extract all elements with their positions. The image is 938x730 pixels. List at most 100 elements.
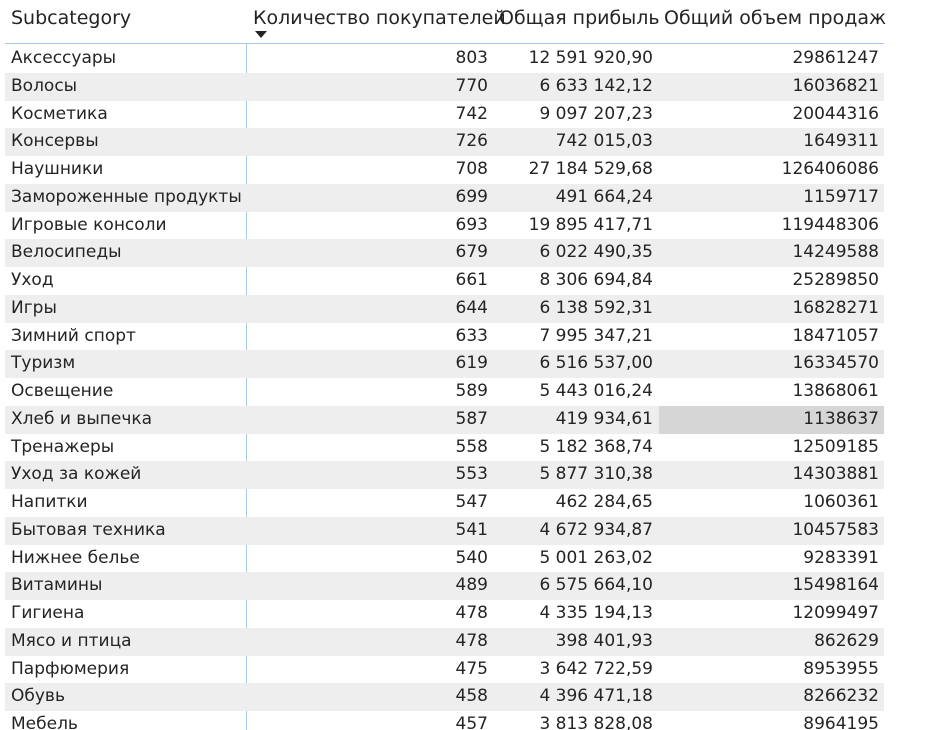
cell-profit: 6 138 592,31 (539, 297, 653, 318)
cell-buyers: 679 (455, 242, 488, 263)
table-row[interactable]: Витамины 489 6 575 664,10 15498164 (5, 572, 884, 600)
table-row[interactable]: Освещение 589 5 443 016,24 13868061 (5, 378, 884, 406)
cell-profit: 5 182 368,74 (539, 436, 653, 457)
cell-sales: 12099497 (792, 603, 879, 623)
cell-subcategory: Аксессуары (11, 48, 117, 68)
cell-subcategory: Игровые консоли (11, 214, 167, 235)
cell-buyers: 803 (455, 48, 488, 68)
cell-buyers: 458 (455, 686, 488, 707)
table-row[interactable]: Косметика 742 9 097 207,23 20044316 (5, 101, 884, 129)
cell-sales: 862629 (814, 630, 879, 651)
table-row[interactable]: Тренажеры 558 5 182 368,74 12509185 (5, 434, 884, 462)
table-row[interactable]: Наушники 708 27 184 529,68 126406086 (5, 156, 884, 184)
cell-buyers: 587 (455, 408, 488, 429)
table-row[interactable]: Туризм 619 6 516 537,00 16334570 (5, 350, 884, 378)
cell-buyers: 547 (455, 492, 488, 512)
cell-profit: 3 642 722,59 (539, 658, 653, 679)
cell-buyers: 726 (455, 131, 488, 152)
cell-buyers: 693 (455, 214, 488, 235)
cell-sales: 8266232 (803, 686, 879, 707)
cell-subcategory: Зимний спорт (11, 325, 136, 346)
cell-profit: 4 335 194,13 (539, 603, 653, 623)
cell-sales: 16828271 (792, 297, 879, 318)
table-row[interactable]: Бытовая техника 541 4 672 934,87 10457583 (5, 516, 884, 545)
sort-descending-icon[interactable] (255, 31, 267, 38)
column-header-subcategory[interactable]: Subcategory (11, 7, 132, 29)
cell-subcategory: Парфюмерия (11, 658, 130, 679)
table-row[interactable]: Замороженные продукты 699 491 664,24 115971… (5, 183, 884, 212)
cell-sales: 10457583 (792, 519, 879, 540)
table-row[interactable]: Хлеб и выпечка 587 419 934,61 1138637 (5, 405, 884, 434)
cell-buyers: 457 (455, 714, 488, 730)
cell-subcategory: Консервы (11, 131, 99, 152)
cell-buyers: 644 (455, 297, 488, 318)
cell-subcategory: Бытовая техника (11, 519, 166, 540)
cell-profit: 27 184 529,68 (528, 159, 653, 179)
column-header-buyers[interactable]: Количество покупателей (253, 7, 506, 29)
cell-sales: 119448306 (781, 214, 879, 235)
table-row[interactable]: Велосипеды 679 6 022 490,35 14249588 (5, 239, 884, 267)
cell-subcategory: Гигиена (11, 603, 85, 623)
table-row[interactable]: Гигиена 478 4 335 194,13 12099497 (5, 600, 884, 628)
cell-profit: 9 097 207,23 (539, 103, 653, 124)
cell-sales: 1159717 (803, 186, 879, 207)
table-row[interactable]: Волосы 770 6 633 142,12 16036821 (5, 72, 884, 101)
table-header: Subcategory Количество покупателей Общая… (5, 0, 887, 44)
cell-subcategory: Наушники (11, 159, 104, 179)
cell-profit: 4 672 934,87 (539, 519, 653, 540)
cell-buyers: 619 (455, 353, 488, 374)
cell-subcategory: Напитки (11, 492, 88, 512)
table-row[interactable]: Мебель 457 3 813 828,08 8964195 (5, 711, 884, 730)
cell-sales: 16036821 (792, 75, 879, 96)
table-row[interactable]: Игровые консоли 693 19 895 417,71 119448306 (5, 212, 884, 240)
cell-buyers: 742 (455, 103, 488, 124)
cell-subcategory: Уход (11, 270, 54, 290)
table-row[interactable]: Парфюмерия 475 3 642 722,59 8953955 (5, 656, 884, 684)
cell-profit: 5 001 263,02 (539, 547, 653, 568)
cell-subcategory: Уход за кожей (11, 464, 142, 485)
cell-subcategory: Туризм (11, 353, 76, 374)
cell-profit: 6 516 537,00 (539, 353, 653, 374)
cell-sales: 16334570 (792, 353, 879, 374)
cell-buyers: 589 (455, 381, 488, 401)
cell-sales: 8964195 (803, 714, 879, 730)
table-row[interactable]: Аксессуары 803 12 591 920,90 29861247 (5, 45, 884, 73)
cell-sales: 15498164 (792, 575, 879, 596)
table-row[interactable]: Обувь 458 4 396 471,18 8266232 (5, 683, 884, 711)
table-row[interactable]: Уход 661 8 306 694,84 25289850 (5, 267, 884, 295)
table-row[interactable]: Зимний спорт 633 7 995 347,21 18471057 (5, 323, 884, 351)
table-row[interactable]: Мясо и птица 478 398 401,93 862629 (5, 627, 884, 656)
table-row[interactable]: Напитки 547 462 284,65 1060361 (5, 489, 884, 517)
cell-buyers: 541 (455, 519, 488, 540)
table-row[interactable]: Уход за кожей 553 5 877 310,38 14303881 (5, 461, 884, 489)
cell-buyers: 558 (455, 436, 488, 457)
cell-sales: 14303881 (792, 464, 879, 485)
cell-subcategory: Хлеб и выпечка (11, 408, 153, 429)
cell-subcategory: Тренажеры (11, 436, 115, 457)
cell-sales: 12509185 (792, 436, 879, 457)
cell-profit: 742 015,03 (555, 131, 653, 152)
cell-subcategory: Мясо и птица (11, 630, 132, 651)
cell-subcategory: Мебель (11, 714, 78, 730)
cell-profit: 12 591 920,90 (528, 48, 653, 68)
table-row[interactable]: Игры 644 6 138 592,31 16828271 (5, 294, 884, 323)
cell-profit: 6 633 142,12 (539, 75, 653, 96)
cell-sales: 20044316 (792, 103, 879, 124)
cell-subcategory: Волосы (11, 75, 78, 96)
cell-sales: 29861247 (792, 48, 879, 68)
cell-subcategory: Витамины (11, 575, 103, 596)
table-row[interactable]: Консервы 726 742 015,03 1649311 (5, 128, 884, 156)
table-row[interactable]: Нижнее белье 540 5 001 263,02 9283391 (5, 545, 884, 573)
cell-buyers: 540 (455, 547, 488, 568)
column-header-profit[interactable]: Общая прибыль (499, 7, 660, 29)
cell-sales: 126406086 (781, 159, 879, 179)
column-resize-divider[interactable] (246, 44, 247, 730)
cell-profit: 398 401,93 (555, 630, 653, 651)
cell-profit: 491 664,24 (555, 186, 653, 207)
cell-subcategory: Освещение (11, 381, 114, 401)
cell-buyers: 633 (455, 325, 488, 346)
cell-sales: 1060361 (803, 492, 879, 512)
cell-profit: 4 396 471,18 (539, 686, 653, 707)
column-header-sales[interactable]: Общий объем продаж (664, 7, 887, 29)
